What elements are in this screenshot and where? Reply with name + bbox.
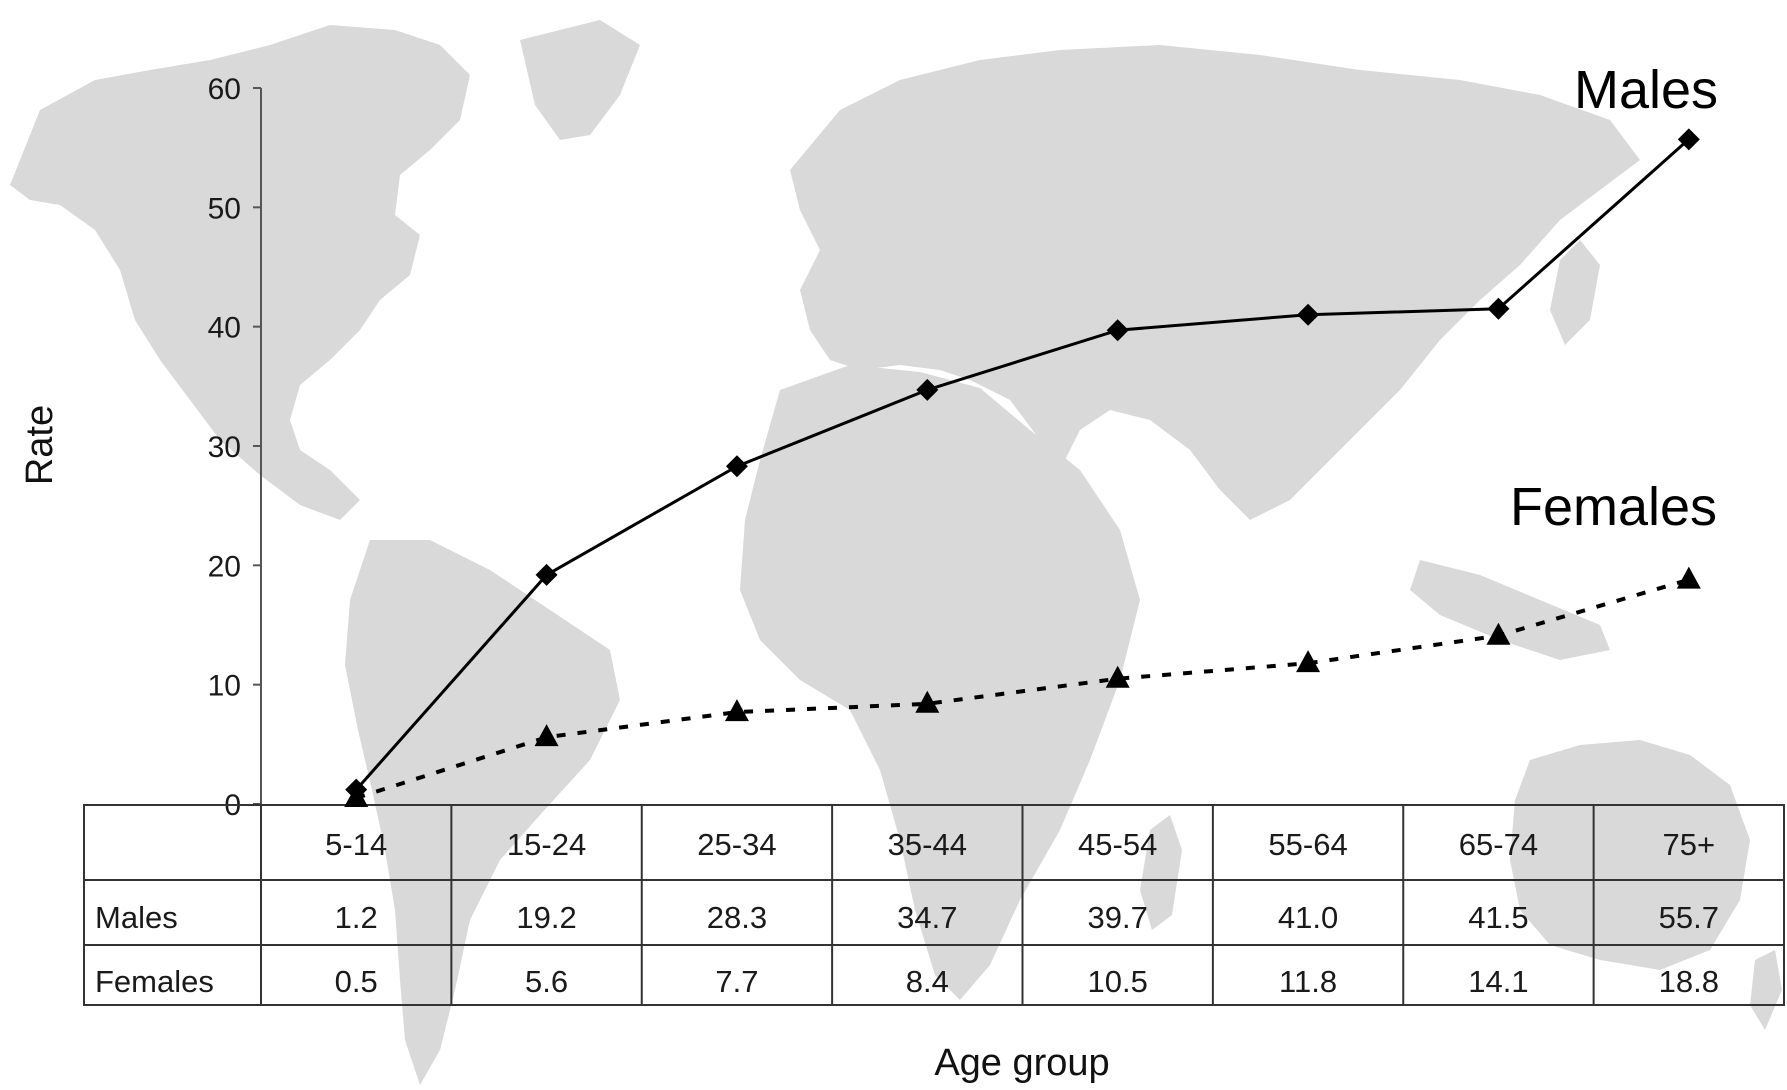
data-point-females xyxy=(1105,665,1130,688)
map-new-zealand xyxy=(1750,950,1782,1030)
series-label-males: Males xyxy=(1574,60,1718,120)
x-tick-label: 65-74 xyxy=(1459,827,1538,862)
y-tick-label: 40 xyxy=(208,312,241,345)
data-point-females xyxy=(915,690,940,713)
x-tick-label: 75+ xyxy=(1663,827,1716,862)
table-cell-males: 41.0 xyxy=(1278,900,1338,935)
table-cell-females: 14.1 xyxy=(1468,964,1528,999)
data-point-males xyxy=(1106,319,1129,342)
data-point-males xyxy=(916,378,939,401)
map-africa xyxy=(740,365,1140,1000)
map-se-asia-islands xyxy=(1410,560,1610,660)
data-point-males xyxy=(1677,128,1700,151)
table-cell-males: 28.3 xyxy=(707,900,767,935)
data-point-females xyxy=(1296,650,1321,673)
data-point-females xyxy=(1486,622,1511,645)
data-point-females xyxy=(724,699,749,722)
table-cell-males: 1.2 xyxy=(335,900,378,935)
data-point-females xyxy=(344,785,369,808)
table-grid xyxy=(260,805,1785,1005)
x-tick-label: 5-14 xyxy=(325,827,387,862)
y-tick-label: 60 xyxy=(208,73,241,106)
map-greenland xyxy=(520,20,640,140)
table-cell-males: 39.7 xyxy=(1088,900,1148,935)
x-tick-label: 15-24 xyxy=(507,827,586,862)
x-axis-title: Age group xyxy=(934,1042,1109,1084)
series-line-females xyxy=(355,577,1690,800)
table-cell-males: 34.7 xyxy=(897,900,957,935)
map-madagascar xyxy=(1140,815,1182,930)
table-cell-males: 19.2 xyxy=(516,900,576,935)
x-tick-label: 35-44 xyxy=(888,827,967,862)
series-line-males xyxy=(355,138,1690,791)
x-tick-label: 25-34 xyxy=(697,827,776,862)
table-row-label-males: Males xyxy=(95,900,178,935)
data-point-females xyxy=(1676,566,1701,589)
map-japan xyxy=(1550,240,1600,345)
y-axis-title: Rate xyxy=(19,405,61,485)
map-north-america xyxy=(10,25,470,520)
data-table xyxy=(83,804,1785,1006)
data-point-males xyxy=(1297,303,1320,326)
table-cell-males: 41.5 xyxy=(1468,900,1528,935)
table-cell-females: 7.7 xyxy=(715,964,758,999)
data-point-males xyxy=(535,563,558,586)
table-cell-females: 5.6 xyxy=(525,964,568,999)
y-tick-label: 50 xyxy=(208,192,241,225)
table-row-label-females: Females xyxy=(95,964,214,999)
y-tick-label: 20 xyxy=(208,550,241,583)
map-south-america xyxy=(345,540,620,1085)
data-point-males xyxy=(1487,297,1510,320)
series-layer xyxy=(344,128,1701,808)
table-cell-females: 8.4 xyxy=(906,964,949,999)
series-label-females: Females xyxy=(1510,477,1717,537)
table-cell-females: 18.8 xyxy=(1659,964,1719,999)
data-point-males xyxy=(725,455,748,478)
data-point-females xyxy=(534,724,559,747)
table-cell-males: 55.7 xyxy=(1659,900,1719,935)
map-australia xyxy=(1510,740,1750,970)
x-tick-label: 45-54 xyxy=(1078,827,1157,862)
y-tick-label: 30 xyxy=(208,431,241,464)
table-cell-females: 0.5 xyxy=(335,964,378,999)
table-cell-females: 10.5 xyxy=(1088,964,1148,999)
world-map-background xyxy=(10,20,1782,1085)
x-tick-label: 55-64 xyxy=(1268,827,1347,862)
map-eurasia xyxy=(790,45,1640,520)
y-tick-label: 10 xyxy=(208,670,241,703)
table-cell-females: 11.8 xyxy=(1279,964,1337,999)
